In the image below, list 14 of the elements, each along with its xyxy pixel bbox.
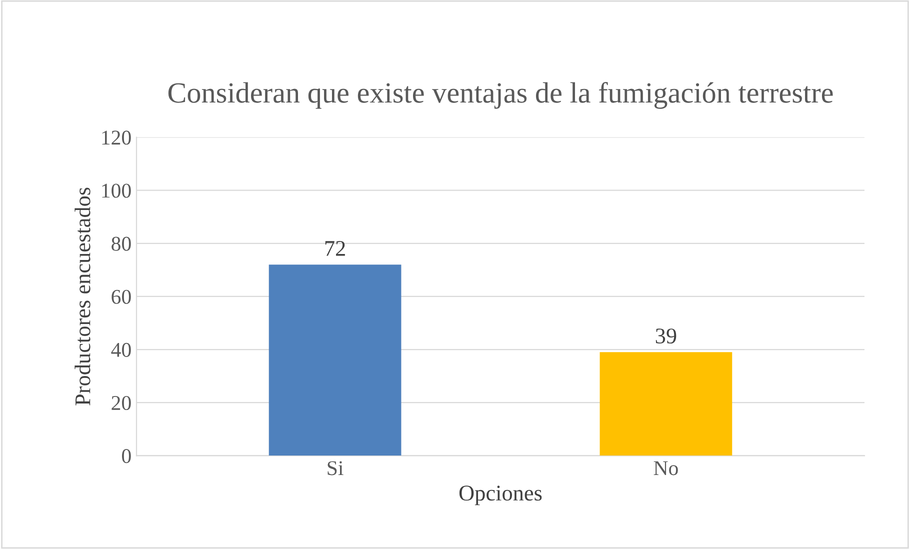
x-tick-label: No (654, 461, 678, 476)
data-label: 39 (656, 328, 676, 344)
y-tick-label: 120 (102, 130, 131, 145)
chart-title: Consideran que existe ventajas de la fumigación terrestre (168, 82, 833, 109)
data-label: 72 (325, 241, 345, 256)
x-tick-label: Si (328, 461, 344, 476)
y-axis-title: Productores encuestados (74, 188, 90, 406)
y-tick-label: 100 (102, 184, 131, 198)
y-tick-label: 60 (112, 290, 131, 304)
y-tick-label: 80 (112, 236, 131, 251)
x-axis-title: Opciones (459, 486, 542, 506)
y-tick-label: 40 (111, 342, 131, 357)
y-tick-label: 20 (112, 396, 131, 410)
y-tick-label: 0 (122, 449, 131, 464)
